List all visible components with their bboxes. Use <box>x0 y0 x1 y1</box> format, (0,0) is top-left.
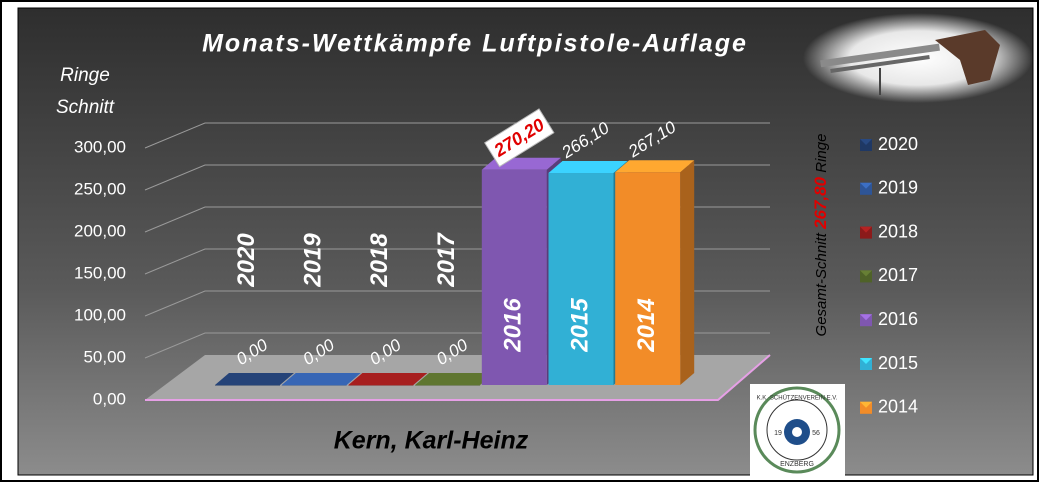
logo: K.K.-SCHÜTZENVEREIN E.V. ENZBERG 19 56 <box>750 384 845 477</box>
y-tick-label: 100,00 <box>74 305 126 324</box>
annotation-value: 267,80 <box>811 176 830 230</box>
bar-category-label: 2019 <box>300 233 327 288</box>
bar <box>415 385 480 386</box>
legend-label: 2018 <box>878 221 918 241</box>
bar-category-label: 2017 <box>433 232 460 288</box>
chart: Monats-Wettkämpfe Luftpistole-Auflage Ri… <box>0 0 1040 483</box>
y-tick-label: 0,00 <box>93 389 126 408</box>
bar-category-label: 2015 <box>566 298 593 353</box>
chart-title: Monats-Wettkämpfe Luftpistole-Auflage <box>202 30 748 58</box>
bar-category-label: 2014 <box>633 298 660 352</box>
bar <box>348 385 413 386</box>
logo-text: K.K.-SCHÜTZENVEREIN E.V. <box>757 395 838 402</box>
bar <box>282 385 347 386</box>
y-tick-label: 250,00 <box>74 179 126 198</box>
annotation-text: Ringe <box>813 134 830 173</box>
logo-text: 56 <box>812 430 820 437</box>
legend-label: 2017 <box>878 265 918 285</box>
legend-label: 2015 <box>878 353 918 373</box>
logo-text: 19 <box>774 430 782 437</box>
annotation-text: Gesamt-Schnitt <box>813 232 830 336</box>
y-axis-title: Ringe <box>60 65 110 86</box>
y-tick-label: 200,00 <box>74 221 126 240</box>
y-tick-label: 50,00 <box>83 347 126 366</box>
bar <box>549 173 614 385</box>
bar-category-label: 2018 <box>366 233 393 288</box>
footer: Kern, Karl-Heinz <box>334 427 529 455</box>
bar <box>615 172 680 385</box>
legend-label: 2016 <box>878 309 918 329</box>
bar <box>482 170 547 385</box>
bar-side <box>680 160 694 385</box>
bar <box>215 385 280 386</box>
y-tick-label: 300,00 <box>74 137 126 156</box>
pistol-image <box>803 13 1033 103</box>
legend-label: 2020 <box>878 134 918 154</box>
annotation: Gesamt-Schnitt 267,80 Ringe <box>811 134 830 337</box>
y-tick-label: 150,00 <box>74 263 126 282</box>
y-axis-title: Schnitt <box>56 97 115 118</box>
legend-label: 2019 <box>878 178 918 198</box>
logo-text: ENZBERG <box>780 461 814 468</box>
legend-label: 2014 <box>878 397 918 417</box>
bar-category-label: 2020 <box>233 233 260 288</box>
bar-category-label: 2016 <box>500 298 527 353</box>
